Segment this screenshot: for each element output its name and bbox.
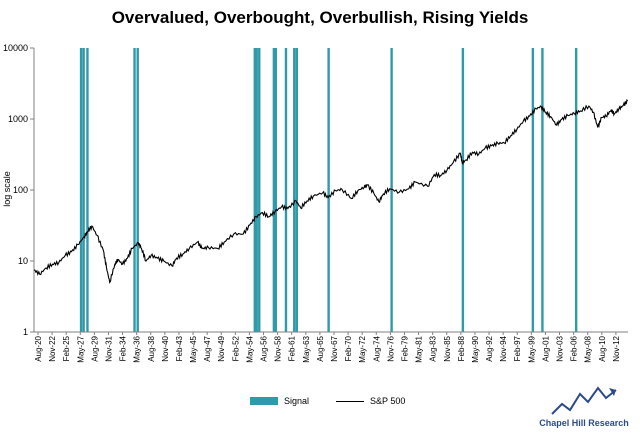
- legend-sp500-label: S&P 500: [370, 396, 406, 406]
- signal-bar: [86, 48, 89, 332]
- x-tick-label: Feb-06: [570, 335, 579, 361]
- signal-bar: [274, 48, 277, 332]
- logo-text: Chapel Hill Research: [539, 418, 629, 428]
- legend: Signal S&P 500: [0, 396, 640, 410]
- x-tick-label: May-36: [133, 335, 142, 362]
- legend-signal-swatch: [250, 397, 278, 405]
- x-tick-label: May-90: [471, 335, 480, 362]
- x-tick-label: Aug-92: [485, 335, 494, 361]
- legend-item-sp500: S&P 500: [336, 396, 405, 406]
- x-tick-label: Aug-83: [429, 335, 438, 361]
- legend-signal-label: Signal: [284, 396, 310, 406]
- signal-bars: [79, 48, 578, 332]
- x-tick-label: May-45: [189, 335, 198, 362]
- chapel-hill-research-logo: Chapel Hill Research: [532, 380, 636, 434]
- signal-bar: [293, 48, 296, 332]
- legend-sp500-swatch: [336, 400, 364, 402]
- signal-bar: [461, 48, 465, 332]
- x-tick-label: Feb-43: [175, 335, 184, 361]
- x-tick-label: Aug-38: [147, 335, 156, 361]
- x-tick-label: Feb-61: [288, 335, 297, 361]
- signal-bar: [82, 48, 85, 332]
- signal-bar: [255, 48, 258, 332]
- y-axis-label: log scale: [2, 171, 12, 207]
- x-tick-label: Feb-79: [400, 335, 409, 361]
- x-tick-label: Nov-03: [556, 335, 565, 361]
- legend-item-signal: Signal: [250, 396, 309, 406]
- x-tick-label: Aug-20: [34, 335, 43, 361]
- x-tick-label: Feb-34: [119, 335, 128, 361]
- x-tick-label: Nov-94: [499, 335, 508, 361]
- x-tick-label: Nov-76: [386, 335, 395, 361]
- x-tick-label: Aug-65: [316, 335, 325, 361]
- signal-bar: [133, 48, 136, 332]
- x-tick-label: Aug-56: [260, 335, 269, 361]
- y-tick-label: 10000: [3, 43, 28, 53]
- signal-bar: [531, 48, 535, 332]
- axes: 1 10 100 1000 10000 Aug-20 Nov-22 Feb-25 May-27 A…: [3, 43, 628, 363]
- x-tick-label: Feb-70: [344, 335, 353, 361]
- x-tick-label: May-81: [415, 335, 424, 362]
- x-tick-label: Nov-40: [161, 335, 170, 361]
- signal-bar: [272, 48, 276, 332]
- x-tick-label: May-27: [76, 335, 85, 362]
- signal-bar: [541, 48, 544, 332]
- signal-bar: [136, 48, 139, 332]
- signal-bar: [327, 48, 330, 332]
- signal-bar: [253, 48, 257, 332]
- x-tick-label: Nov-12: [612, 335, 621, 361]
- x-tick-label: May-63: [302, 335, 311, 362]
- x-tick-label: Nov-31: [104, 335, 113, 361]
- x-tick-label: Aug-01: [541, 335, 550, 361]
- chart-title: Overvalued, Overbought, Overbullish, Ris…: [111, 8, 529, 27]
- x-tick-label: Aug-47: [203, 335, 212, 361]
- y-tick-label: 1: [23, 327, 28, 337]
- sp500-line: [33, 98, 629, 284]
- x-tick-label: Feb-52: [231, 335, 240, 361]
- x-tick-label: Nov-85: [443, 335, 452, 361]
- x-tick-label: Nov-49: [217, 335, 226, 361]
- signal-bar: [79, 48, 83, 332]
- y-tick-label: 1000: [8, 114, 28, 124]
- x-tick-label: May-08: [584, 335, 593, 362]
- x-tick-label: Nov-22: [48, 335, 57, 361]
- x-tick-label: Aug-29: [90, 335, 99, 361]
- signal-bar: [390, 48, 393, 332]
- y-tick-label: 10: [18, 256, 28, 266]
- y-tick-label: 100: [13, 185, 28, 195]
- x-tick-label: Nov-58: [274, 335, 283, 361]
- x-tick-label: Feb-88: [457, 335, 466, 361]
- x-tick-label: May-54: [245, 335, 254, 362]
- signal-bar: [295, 48, 298, 332]
- x-tick-label: Nov-67: [330, 335, 339, 361]
- x-tick-label: Feb-97: [513, 335, 522, 361]
- x-tick-label: Aug-10: [598, 335, 607, 361]
- signal-bar: [574, 48, 578, 332]
- x-tick-label: Feb-25: [62, 335, 71, 361]
- x-tick-label: Aug-74: [372, 335, 381, 361]
- signal-bar: [258, 48, 261, 332]
- x-tick-label: May-99: [527, 335, 536, 362]
- x-tick-label: May-72: [358, 335, 367, 362]
- logo-graph-icon: [551, 386, 617, 415]
- sp500-line-layer: [33, 98, 629, 284]
- signal-bar: [284, 48, 288, 332]
